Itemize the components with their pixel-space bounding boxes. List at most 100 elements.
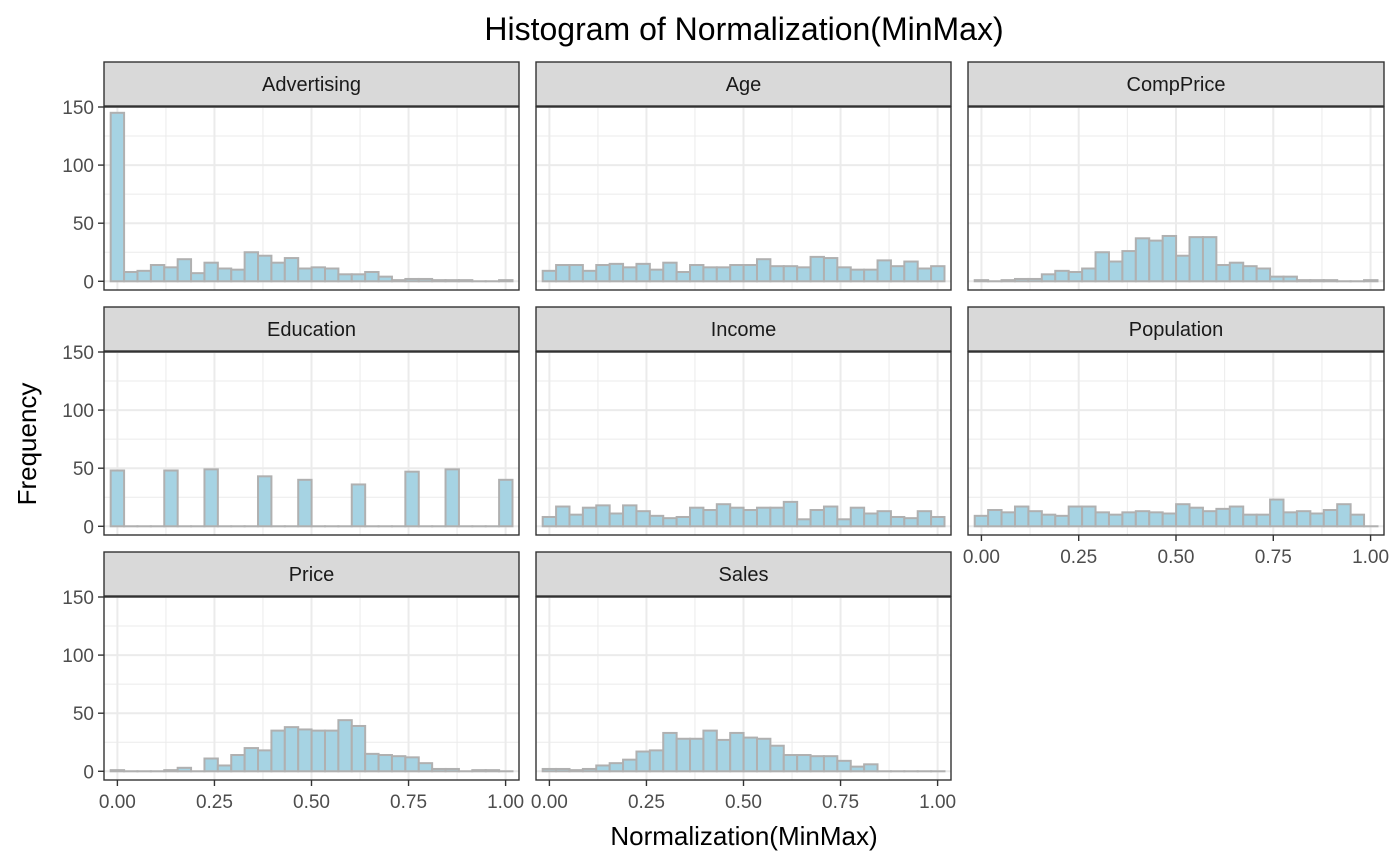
facet-strip — [535, 551, 952, 597]
histogram-bar — [297, 478, 313, 528]
histogram-bar — [715, 738, 732, 773]
x-tick-label: 0.75 — [822, 792, 859, 813]
histogram-bar — [622, 266, 638, 283]
facet-strip — [967, 306, 1385, 352]
histogram-bar — [1040, 273, 1057, 283]
histogram-bar — [836, 759, 852, 773]
histogram-bar — [635, 510, 651, 528]
histogram-bar — [662, 731, 678, 773]
facet-strip — [535, 306, 952, 352]
x-tick-label: 0.00 — [963, 547, 1000, 568]
y-tick-label: 150 — [62, 98, 94, 119]
histogram-bar — [257, 254, 273, 283]
histogram-bar — [541, 269, 558, 283]
histogram-bar — [836, 266, 852, 283]
histogram-bar — [498, 279, 514, 283]
histogram-bar — [203, 261, 219, 283]
histogram-bar — [555, 505, 571, 528]
histogram-bar — [769, 265, 785, 283]
histogram-bar — [257, 749, 273, 773]
histogram-bar — [283, 726, 300, 773]
facet-price: Price 0 50 100 150 0.00 0.25 0.50 0.75 1.00 — [62, 551, 524, 813]
histogram-bar — [755, 506, 772, 528]
histogram-bar — [702, 729, 718, 773]
histogram-bar — [364, 752, 380, 773]
y-tick-label: 100 — [62, 156, 94, 177]
y-tick-label: 0 — [83, 762, 94, 783]
histogram-bar — [581, 269, 598, 283]
histogram-bar — [595, 504, 611, 528]
histogram-bar — [849, 765, 866, 773]
histogram-bar — [1081, 505, 1097, 528]
histogram-bar — [1255, 267, 1272, 283]
histogram-bar — [390, 755, 407, 773]
histogram-bar — [484, 769, 501, 773]
histogram-bar — [1107, 260, 1124, 283]
histogram-bar — [648, 268, 665, 283]
histogram-bar — [1282, 511, 1298, 528]
panel-border — [103, 106, 520, 291]
histogram-bar — [1121, 250, 1137, 283]
histogram-bar — [595, 764, 611, 773]
histogram-bar — [216, 764, 233, 773]
histogram-bar — [1013, 505, 1030, 528]
facet-label: Advertising — [262, 74, 361, 96]
histogram-bar — [608, 512, 625, 528]
histogram-bar — [622, 504, 638, 528]
histogram-bar — [417, 762, 434, 773]
histogram-bar — [608, 262, 625, 283]
histogram-bar — [1242, 265, 1258, 283]
facet-advertising: Advertising 0 50 100 150 — [62, 61, 520, 293]
histogram-bar — [297, 267, 313, 283]
chart-title: Histogram of Normalization(MinMax) — [484, 11, 1003, 47]
histogram-bar — [1161, 512, 1178, 528]
histogram-bar — [1027, 510, 1043, 528]
histogram-bar — [243, 747, 260, 773]
facet-label: Price — [289, 564, 335, 586]
histogram-bar — [1148, 511, 1164, 528]
x-tick-label: 1.00 — [919, 792, 956, 813]
histogram-bar — [109, 469, 126, 528]
histogram-bar — [595, 264, 611, 283]
histogram-bar — [1175, 503, 1191, 528]
histogram-bar — [1242, 513, 1258, 528]
histogram-bar — [903, 517, 919, 528]
histogram-bar — [769, 506, 785, 528]
histogram-bar — [648, 514, 665, 528]
facet-label: Population — [1129, 319, 1224, 341]
y-tick-label: 0 — [83, 517, 94, 538]
histogram-bar — [1000, 279, 1016, 283]
histogram-bar — [809, 255, 825, 283]
histogram-bar — [809, 755, 825, 773]
histogram-bar — [541, 515, 558, 528]
histogram-bar — [581, 767, 598, 773]
histogram-bar — [1027, 277, 1043, 283]
facet-label: Income — [711, 319, 777, 341]
histogram-bar — [1201, 236, 1218, 283]
histogram-bar — [782, 265, 799, 283]
histogram-bar — [176, 766, 193, 773]
histogram-bar — [163, 769, 179, 773]
histogram-bar — [149, 264, 166, 283]
facet-strip — [535, 61, 952, 107]
histogram-bar — [1054, 269, 1070, 283]
histogram-bar — [203, 468, 219, 528]
histogram-bar — [377, 754, 393, 773]
histogram-bar — [916, 267, 933, 283]
histogram-bar — [822, 505, 839, 528]
histogram-bar — [123, 270, 139, 283]
x-tick-label: 0.00 — [531, 792, 568, 813]
histogram-bar — [675, 515, 692, 528]
x-tick-label: 0.00 — [99, 792, 136, 813]
histogram-bar — [822, 755, 839, 773]
x-tick-label: 0.50 — [725, 792, 762, 813]
histogram-bar — [431, 767, 447, 773]
histogram-bar — [782, 500, 799, 528]
histogram-bar — [203, 757, 219, 773]
histogram-bar — [1134, 237, 1151, 283]
histogram-bar — [622, 758, 638, 773]
histogram-bar — [568, 513, 584, 528]
histogram-bar — [836, 518, 852, 528]
histogram-bar — [1228, 261, 1245, 283]
